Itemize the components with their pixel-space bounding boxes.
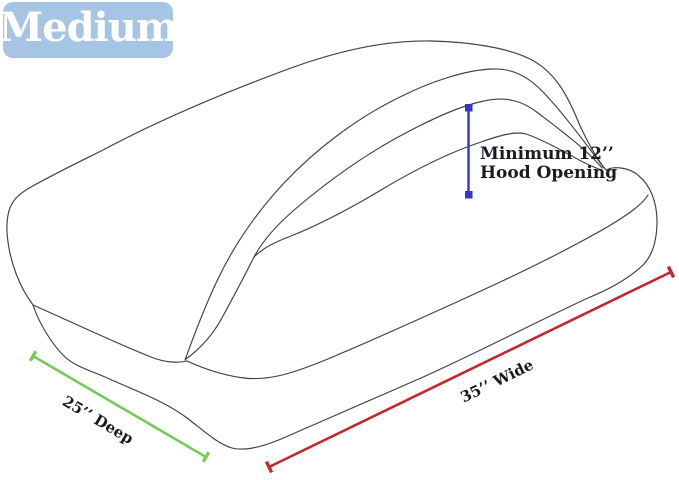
- width-measure-endpoint-right: [666, 265, 676, 279]
- hood-opening-label: Minimum 12’’ Hood Opening: [480, 145, 617, 183]
- bed-outer-outline: [6, 40, 607, 306]
- hood-opening-measure: [465, 104, 473, 199]
- cushion-top-seam: [32, 194, 649, 380]
- size-badge-label: Medium: [0, 4, 178, 51]
- depth-measure-endpoint-left: [28, 350, 38, 362]
- depth-measure-line: [32, 354, 207, 459]
- hood-opening-arch: [253, 132, 603, 258]
- depth-measure: [28, 350, 211, 463]
- hood-opening-measure-endpoint-bottom: [465, 191, 473, 199]
- hood-opening-measure-endpoint-top: [465, 104, 473, 112]
- bed-sketch: [6, 40, 658, 450]
- hood-opening-label-line1: Minimum 12’’: [480, 144, 614, 164]
- hood-rim-inner: [185, 98, 603, 360]
- width-measure: [264, 265, 676, 474]
- size-badge: Medium: [0, 2, 178, 58]
- hood-rim-outer: [184, 68, 605, 361]
- hood-opening-label-line2: Hood Opening: [480, 163, 618, 183]
- cushion-base-outline: [32, 167, 658, 450]
- width-measure-endpoint-left: [264, 460, 274, 474]
- width-measure-line: [268, 270, 672, 469]
- depth-measure-endpoint-right: [201, 451, 211, 463]
